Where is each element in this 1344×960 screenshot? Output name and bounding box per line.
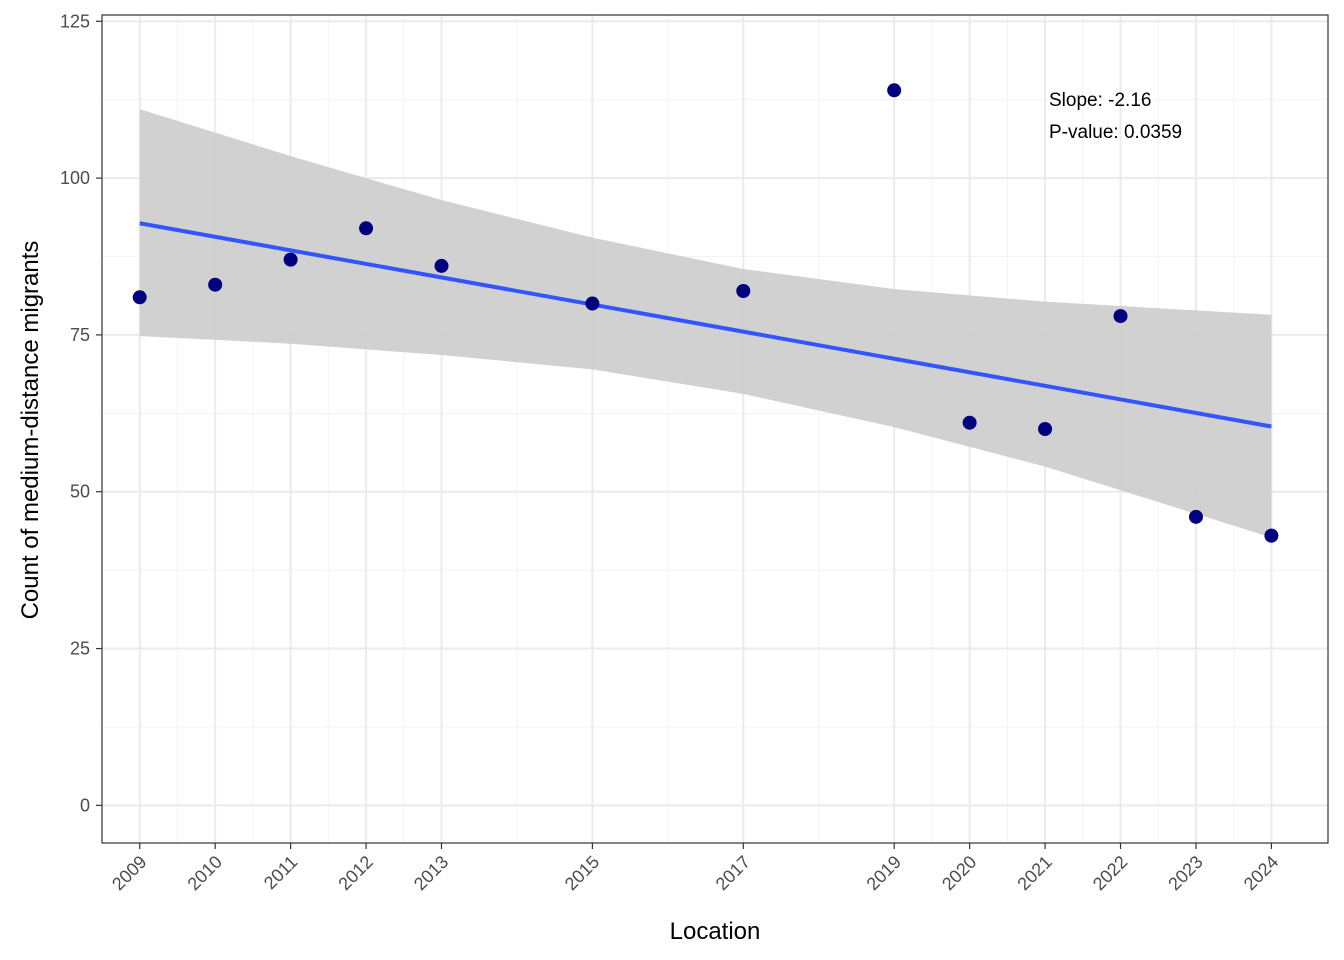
- data-point: [132, 290, 147, 305]
- x-tick-label: 2020: [938, 852, 980, 894]
- x-tick-label: 2010: [184, 852, 226, 894]
- x-tick-label: 2013: [410, 852, 452, 894]
- x-tick-label: 2019: [863, 852, 905, 894]
- data-point: [1264, 528, 1279, 543]
- data-point: [962, 415, 977, 430]
- data-point: [434, 258, 449, 273]
- x-tick-label: 2023: [1164, 852, 1206, 894]
- y-tick-label: 25: [70, 639, 90, 659]
- trend-line: [139, 221, 1272, 429]
- y-tick-label: 125: [60, 11, 90, 31]
- x-axis: 2009 2010 2011 2012 2013 2015 2017 2019 2020 2021…: [108, 843, 1282, 894]
- slope-annotation: Slope: -2.16: [1049, 90, 1151, 111]
- x-tick-label: 2015: [561, 852, 603, 894]
- data-point: [1038, 422, 1053, 436]
- x-tick-label: 2012: [334, 852, 376, 894]
- x-axis-title: Location: [670, 918, 761, 945]
- data-point: [208, 277, 223, 292]
- x-tick-label: 2009: [108, 852, 150, 894]
- plot-border: [101, 14, 1329, 844]
- y-tick-label: 0: [80, 795, 90, 815]
- data-point: [1113, 309, 1128, 324]
- x-tick-label: 2017: [712, 852, 754, 894]
- y-tick-label: 100: [60, 168, 90, 188]
- data-point: [283, 252, 298, 267]
- data-point: [736, 284, 751, 298]
- y-axis: 0 25 50 75 100 125: [60, 11, 102, 815]
- x-tick-label: 2022: [1089, 852, 1131, 894]
- x-tick-label: 2011: [260, 852, 302, 894]
- x-tick-label: 2024: [1240, 852, 1282, 894]
- data-points: [132, 83, 1279, 543]
- pvalue-annotation: P-value: 0.0359: [1049, 122, 1182, 143]
- y-axis-title: Count of medium-distance migrants: [17, 241, 44, 620]
- data-point: [1188, 509, 1203, 524]
- x-tick-label: 2021: [1013, 852, 1055, 894]
- y-tick-label: 75: [70, 325, 90, 345]
- data-point: [359, 221, 374, 236]
- data-point: [887, 83, 902, 98]
- data-point: [585, 296, 600, 311]
- y-tick-label: 50: [70, 482, 90, 502]
